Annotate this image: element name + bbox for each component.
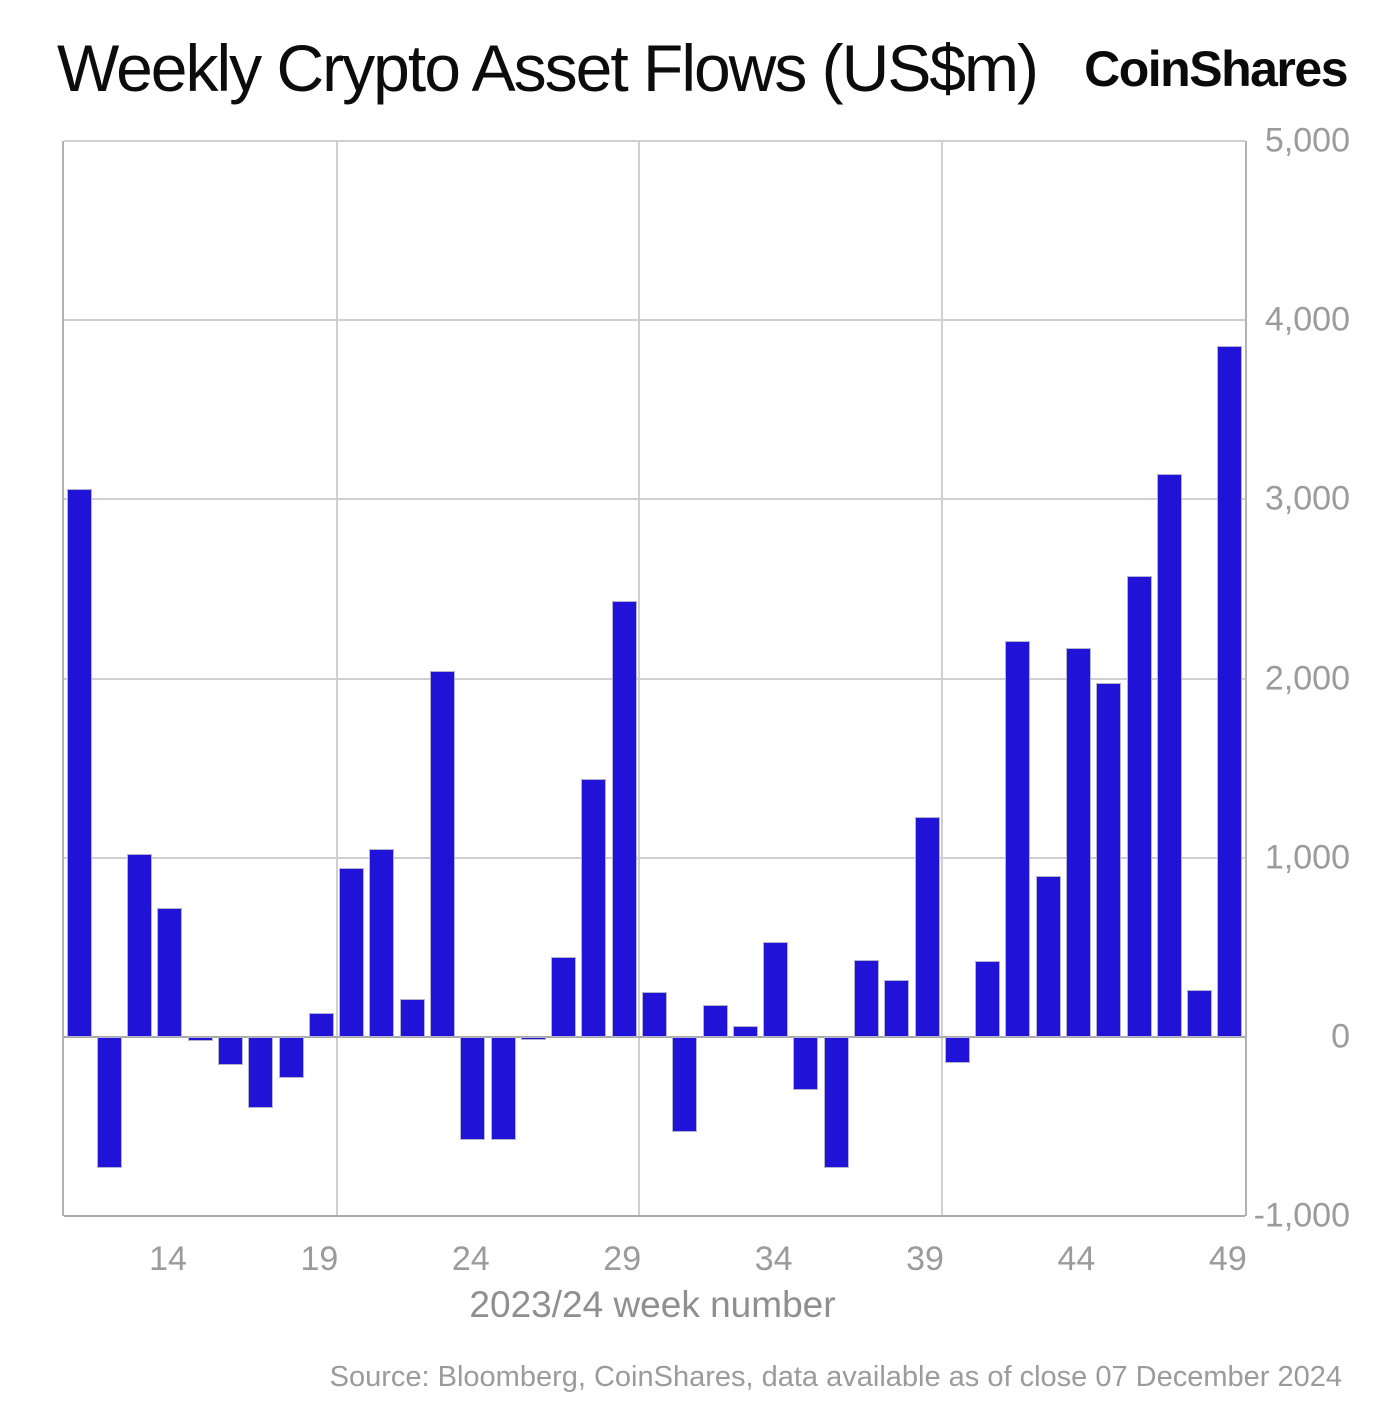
bar-week-15	[187, 1036, 213, 1042]
bar-week-11	[66, 488, 92, 1037]
bar-week-28	[581, 778, 607, 1037]
bar-week-45	[1096, 682, 1122, 1037]
gridline-y-3000	[64, 498, 1245, 501]
gridline-y-4000	[64, 319, 1245, 322]
bar-week-31	[672, 1036, 698, 1132]
bar-week-27	[551, 957, 577, 1037]
gridline-y-5000	[64, 140, 1245, 142]
bar-week-25	[490, 1036, 516, 1140]
bar-week-37	[853, 959, 879, 1037]
x-tick-label-19: 19	[300, 1240, 339, 1278]
bar-week-16	[218, 1036, 244, 1066]
bar-week-21	[369, 848, 395, 1037]
x-tick-label-49: 49	[1208, 1240, 1247, 1278]
bar-week-14	[157, 907, 183, 1037]
y-tick-label--1000: -1,000	[1253, 1196, 1350, 1235]
bar-week-24	[460, 1036, 486, 1140]
bar-week-42	[1005, 640, 1031, 1037]
x-tick-label-14: 14	[149, 1240, 187, 1278]
bar-week-47	[1156, 474, 1182, 1037]
y-tick-label-3000: 3,000	[1264, 479, 1350, 518]
y-tick-label-1000: 1,000	[1264, 838, 1350, 877]
y-tick-label-4000: 4,000	[1264, 300, 1350, 339]
bar-week-46	[1126, 576, 1152, 1037]
bar-week-12	[96, 1036, 122, 1168]
y-tick-label-0: 0	[1331, 1017, 1350, 1056]
x-tick-label-39: 39	[906, 1240, 944, 1278]
bar-week-34	[763, 941, 789, 1037]
source-note: Source: Bloomberg, CoinShares, data avai…	[329, 1361, 1342, 1393]
x-tick-label-34: 34	[754, 1240, 793, 1278]
bar-week-49	[1217, 346, 1243, 1037]
coinshares-logo: CoinShares	[1084, 41, 1348, 97]
gridline-y-1000	[64, 856, 1245, 859]
bar-week-26	[520, 1036, 546, 1041]
gridline-y-2000	[64, 677, 1245, 680]
y-axis-labels: 5,000 4,000 3,000 2,000 1,000 0 -1,000	[1253, 122, 1350, 1235]
gridline-y--1000	[64, 1215, 1245, 1217]
bar-week-40	[944, 1036, 970, 1063]
bar-week-23	[430, 671, 456, 1037]
x-tick-label-29: 29	[603, 1240, 642, 1278]
bar-week-36	[823, 1036, 849, 1168]
bar-week-22	[399, 999, 425, 1037]
x-tick-label-44: 44	[1057, 1240, 1096, 1278]
x-axis-labels: 14 19 24 29 34 39 44 49	[62, 1240, 1247, 1288]
bar-week-39	[914, 817, 940, 1037]
y-tick-label-2000: 2,000	[1264, 659, 1350, 697]
bar-week-41	[975, 960, 1001, 1037]
bar-week-18	[278, 1036, 304, 1079]
bar-week-29	[611, 601, 637, 1037]
zero-line	[64, 1035, 1245, 1038]
bar-week-32	[702, 1005, 728, 1037]
bar-week-44	[1065, 648, 1091, 1037]
y-tick-label-5000: 5,000	[1264, 121, 1350, 160]
bar-week-30	[642, 992, 667, 1037]
bar-week-20	[339, 867, 365, 1037]
bar-week-38	[884, 980, 910, 1037]
x-axis-title: 2023/24 week number	[469, 1284, 836, 1325]
bar-week-33	[732, 1026, 758, 1037]
bar-week-13	[127, 854, 153, 1037]
plot-area	[62, 140, 1247, 1217]
chart-title: Weekly Crypto Asset Flows (US$m)	[57, 31, 1039, 105]
bar-week-35	[793, 1036, 819, 1090]
bar-week-19	[308, 1012, 334, 1037]
bar-week-48	[1187, 990, 1213, 1037]
bar-week-43	[1035, 876, 1061, 1037]
x-tick-label-24: 24	[451, 1240, 490, 1278]
bar-week-17	[248, 1036, 274, 1109]
